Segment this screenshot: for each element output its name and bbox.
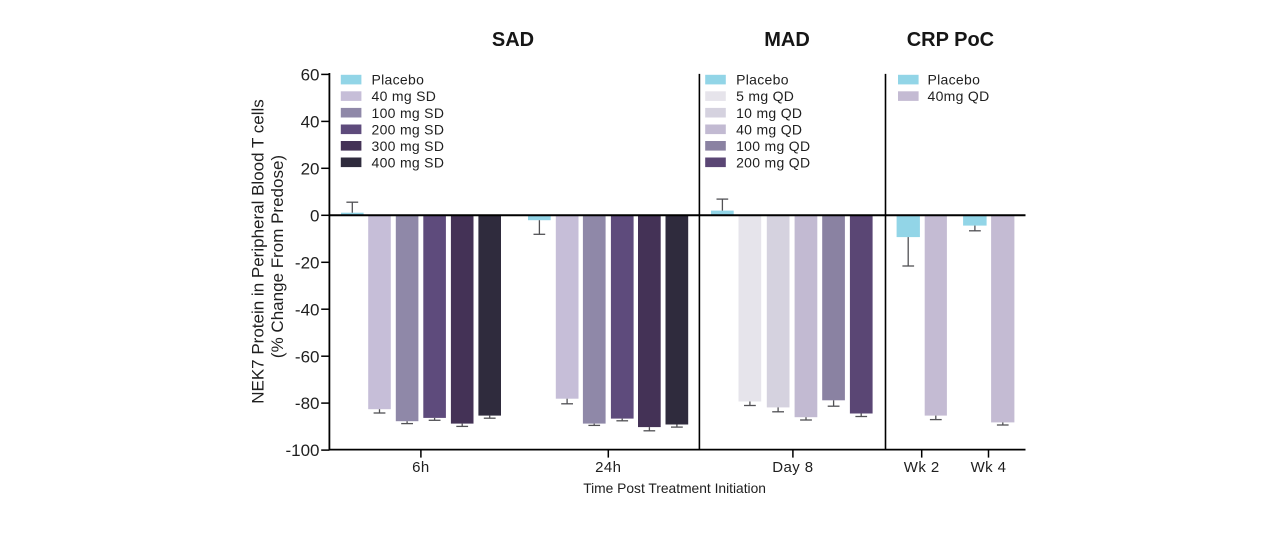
svg-text:MAD: MAD xyxy=(764,29,810,51)
svg-text:40mg QD: 40mg QD xyxy=(928,88,990,104)
svg-text:6h: 6h xyxy=(412,459,430,476)
svg-text:5 mg QD: 5 mg QD xyxy=(736,88,794,104)
svg-text:Wk 4: Wk 4 xyxy=(971,459,1007,476)
svg-text:200 mg SD: 200 mg SD xyxy=(372,121,445,137)
svg-text:10 mg QD: 10 mg QD xyxy=(736,105,802,121)
svg-text:0: 0 xyxy=(310,206,319,225)
svg-text:-20: -20 xyxy=(295,253,320,272)
svg-text:NEK7 Protein in Peripheral Blo: NEK7 Protein in Peripheral Blood T cells… xyxy=(249,99,288,404)
svg-text:Placebo: Placebo xyxy=(928,72,981,88)
svg-text:Day 8: Day 8 xyxy=(772,459,813,476)
svg-text:40: 40 xyxy=(301,113,320,132)
svg-text:CRP PoC: CRP PoC xyxy=(907,29,994,51)
svg-text:-60: -60 xyxy=(295,347,320,366)
svg-text:40 mg SD: 40 mg SD xyxy=(372,88,437,104)
svg-text:24h: 24h xyxy=(595,459,621,476)
svg-text:-100: -100 xyxy=(285,441,319,460)
svg-text:Placebo: Placebo xyxy=(736,72,789,88)
svg-text:100 mg SD: 100 mg SD xyxy=(372,105,445,121)
svg-text:400 mg SD: 400 mg SD xyxy=(372,154,445,170)
svg-text:300 mg SD: 300 mg SD xyxy=(372,138,445,154)
svg-text:200 mg QD: 200 mg QD xyxy=(736,154,810,170)
svg-text:SAD: SAD xyxy=(492,29,534,51)
svg-text:-80: -80 xyxy=(295,394,320,413)
svg-text:60: 60 xyxy=(301,66,320,85)
svg-text:40 mg QD: 40 mg QD xyxy=(736,121,802,137)
svg-text:Wk 2: Wk 2 xyxy=(904,459,940,476)
svg-text:-40: -40 xyxy=(295,300,320,319)
svg-text:Placebo: Placebo xyxy=(372,72,425,88)
svg-text:20: 20 xyxy=(301,159,320,178)
svg-text:100 mg QD: 100 mg QD xyxy=(736,138,810,154)
svg-text:Time Post Treatment Initiation: Time Post Treatment Initiation xyxy=(583,481,766,496)
